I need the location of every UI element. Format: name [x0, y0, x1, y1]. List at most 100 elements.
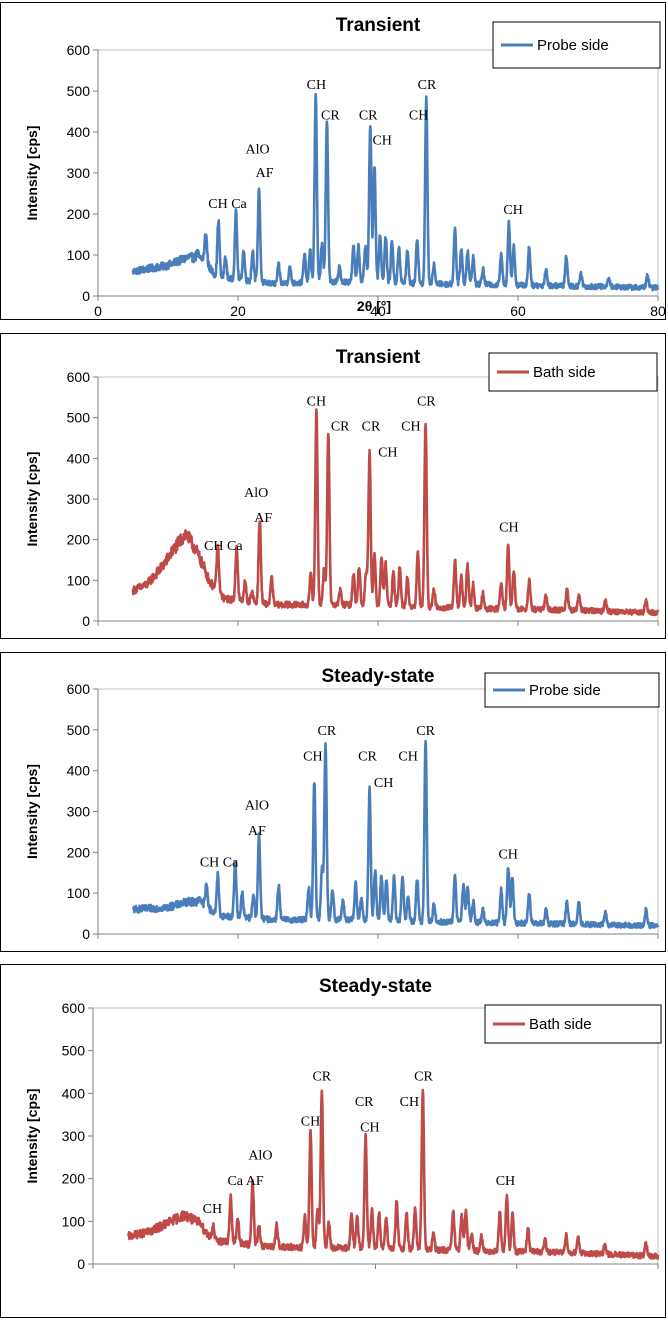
y-tick-label: 300: [67, 491, 91, 507]
chart-title: Steady-state: [322, 666, 435, 687]
legend-label: Probe side: [529, 682, 601, 699]
chart-title: Transient: [336, 15, 421, 36]
y-tick-label: 100: [67, 572, 91, 588]
peak-annotation: CR: [318, 724, 337, 739]
peak-annotation: CH: [498, 847, 517, 862]
plot-area: [97, 688, 659, 935]
y-tick-label: 600: [67, 681, 91, 697]
peak-annotation: CH: [203, 1202, 222, 1217]
y-tick-label: 500: [67, 83, 91, 99]
x-tick-label: 20: [230, 303, 246, 319]
y-tick-label: 500: [67, 410, 91, 426]
peak-annotation: AlO: [248, 1148, 272, 1163]
peak-annotation: CH: [301, 1114, 320, 1129]
x-tick-label: 80: [650, 303, 665, 319]
peak-annotation: AlO: [244, 486, 268, 501]
peak-annotation: CH: [409, 109, 428, 124]
y-tick-label: 0: [82, 613, 90, 629]
peak-annotation: CR: [416, 724, 435, 739]
y-tick-label: 400: [67, 124, 91, 140]
y-tick-label: 400: [62, 1085, 86, 1101]
peak-annotation: CH: [400, 1095, 419, 1110]
y-tick-label: 0: [82, 926, 90, 942]
chart-1: 0 100 200 300 400 500 600 0 20 40 60 80 Transient 2θ …: [24, 15, 665, 319]
peak-annotation: CH Ca: [208, 197, 247, 212]
series-line: [131, 92, 660, 292]
peak-annotation: CR: [321, 109, 340, 124]
y-tick-label: 200: [67, 844, 91, 860]
y-tick-label: 500: [67, 722, 91, 738]
y-tick-label: 400: [67, 450, 91, 466]
peak-annotation: CR: [359, 109, 378, 124]
y-axis-label: Intensity [cps]: [24, 764, 40, 859]
x-axis-label: 2θ [°]: [357, 298, 391, 314]
peak-annotation: CR: [418, 78, 437, 93]
peak-annotation: CH Ca: [200, 856, 239, 871]
peak-annotation: AF: [256, 166, 274, 181]
plot-area: [92, 1007, 659, 1265]
peak-annotation: CH: [378, 445, 397, 460]
peak-annotation: AlO: [245, 798, 269, 813]
plot-area: [97, 376, 659, 622]
peak-annotation: CR: [355, 1095, 374, 1110]
y-tick-label: 300: [62, 1128, 86, 1144]
x-tick-label: 60: [510, 303, 526, 319]
peak-annotation: AF: [254, 511, 272, 526]
chart-title: Transient: [336, 347, 421, 368]
peak-annotation: CH: [503, 203, 522, 218]
peak-annotation: CR: [417, 394, 436, 409]
y-tick-label: 200: [67, 532, 91, 548]
peak-annotation: AF: [248, 824, 266, 839]
y-tick-label: 600: [67, 42, 91, 58]
chart-panel-2: 0100200300400500600020406080Transient2θ …: [0, 333, 666, 639]
y-tick-label: 100: [62, 1213, 86, 1229]
y-tick-label: 0: [77, 1256, 85, 1272]
y-axis-label: Intensity [cps]: [24, 452, 40, 547]
y-tick-label: 100: [67, 885, 91, 901]
chart-panel-3: 0100200300400500600020406080Steady-state…: [0, 652, 666, 952]
peak-annotation: AlO: [246, 142, 270, 157]
chart-panel-4: 0100200300400500600020406080Steady-state…: [0, 964, 666, 1318]
peak-annotation: CH: [360, 1121, 379, 1136]
peak-annotation: CR: [312, 1070, 331, 1085]
y-axis-label: Intensity [cps]: [24, 1089, 40, 1184]
y-tick-label: 200: [62, 1171, 86, 1187]
peak-annotation: CR: [358, 749, 377, 764]
legend-label: Probe side: [537, 37, 609, 54]
peak-annotation: CR: [414, 1070, 433, 1085]
chart-panel-1: 0 100 200 300 400 500 600 0 20 40 60 80 Transient 2θ …: [0, 2, 666, 320]
chart-2: 0100200300400500600020406080Transient2θ …: [24, 347, 660, 629]
peak-annotation: CH: [303, 749, 322, 764]
peak-annotation: CR: [362, 420, 381, 435]
peak-annotation: CH Ca: [204, 539, 243, 554]
y-axis-label: Intensity [cps]: [24, 126, 40, 221]
peak-annotation: Ca AF: [227, 1174, 263, 1189]
peak-annotation: CH: [307, 78, 326, 93]
x-tick-label: 0: [94, 303, 102, 319]
x-tick-label: 40: [370, 303, 386, 319]
series-line: [131, 408, 660, 617]
series-line: [132, 739, 660, 930]
legend-label: Bath side: [533, 364, 596, 381]
chart-title: Steady-state: [319, 976, 432, 997]
y-tick-label: 300: [67, 165, 91, 181]
peak-annotation: CH: [496, 1174, 515, 1189]
chart-3: 0100200300400500600020406080Steady-state…: [24, 666, 660, 942]
peak-annotation: CH: [398, 749, 417, 764]
y-tick-label: 200: [67, 206, 91, 222]
legend-label: Bath side: [529, 1016, 592, 1033]
series-line: [127, 1088, 660, 1261]
y-tick-label: 500: [62, 1043, 86, 1059]
y-tick-label: 600: [67, 369, 91, 385]
peak-annotation: CH: [499, 521, 518, 536]
peak-annotation: CR: [331, 420, 350, 435]
peak-annotation: CH: [401, 420, 420, 435]
peak-annotation: CH: [307, 394, 326, 409]
y-tick-label: 300: [67, 804, 91, 820]
peak-annotation: CH: [372, 133, 391, 148]
y-tick-label: 600: [62, 1000, 86, 1016]
y-tick-label: 100: [67, 247, 91, 263]
y-tick-label: 0: [82, 288, 90, 304]
y-tick-label: 400: [67, 763, 91, 779]
chart-4: 0100200300400500600020406080Steady-state…: [24, 976, 662, 1272]
